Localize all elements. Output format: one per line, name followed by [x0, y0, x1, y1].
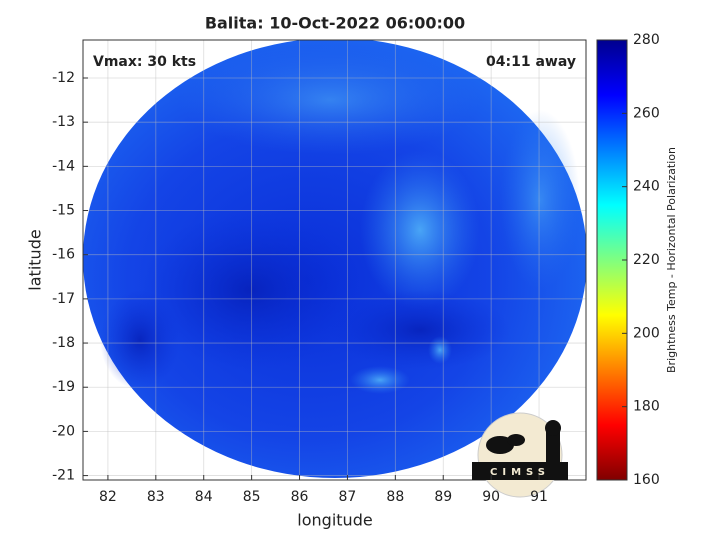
- x-tick-label: 82: [99, 489, 117, 505]
- y-tick-label: -13: [52, 114, 75, 130]
- colorbar-tick-label: 200: [633, 325, 660, 341]
- logo: CIMSS: [472, 412, 568, 498]
- x-tick-label: 83: [147, 489, 165, 505]
- axes-box: [82, 39, 587, 481]
- x-tick-label: 91: [530, 489, 548, 505]
- y-tick-label: -20: [52, 423, 75, 439]
- colorbar-tick-label: 180: [633, 399, 660, 415]
- x-tick-label: 90: [482, 489, 500, 505]
- y-tick-label: -16: [52, 247, 75, 263]
- satellite-image: [83, 40, 586, 478]
- colorbar-tick-label: 280: [633, 32, 660, 48]
- x-tick-label: 87: [339, 489, 357, 505]
- y-axis-label: latitude: [26, 229, 45, 290]
- colorbar-tick-label: 160: [633, 472, 660, 488]
- y-tick-label: -21: [52, 468, 75, 484]
- y-tick-label: -18: [52, 335, 75, 351]
- x-axis-label: longitude: [297, 511, 372, 530]
- colorbar-label: Brightness Temp - Horizontal Polarizatio…: [665, 147, 678, 373]
- y-tick-label: -19: [52, 379, 75, 395]
- x-tick-label: 86: [291, 489, 309, 505]
- logo-text: CIMSS: [490, 467, 550, 478]
- y-tick-label: -14: [52, 158, 75, 174]
- colorbar-tick-label: 260: [633, 105, 660, 121]
- y-tick-label: -12: [52, 70, 75, 86]
- colorbar-tick-label: 240: [633, 179, 660, 195]
- x-tick-label: 84: [195, 489, 213, 505]
- x-tick-label: 89: [434, 489, 452, 505]
- y-tick-label: -17: [52, 291, 75, 307]
- annotation: Vmax: 30 kts: [93, 54, 196, 70]
- x-tick-label: 88: [386, 489, 404, 505]
- y-tick-label: -15: [52, 203, 75, 219]
- chart-title: Balita: 10-Oct-2022 06:00:00: [205, 14, 465, 33]
- colorbar-tick-label: 220: [633, 252, 660, 268]
- annotation: 04:11 away: [486, 54, 576, 70]
- x-tick-label: 85: [243, 489, 261, 505]
